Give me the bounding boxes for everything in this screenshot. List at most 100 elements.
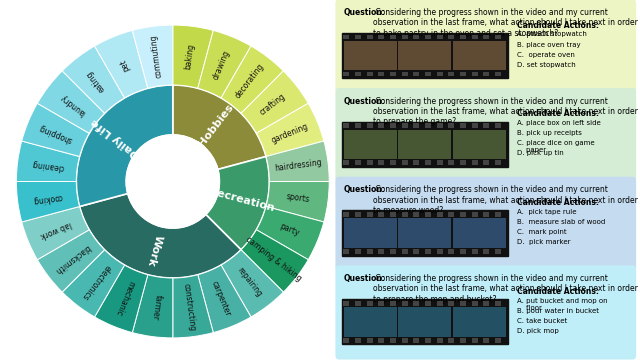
Wedge shape [173, 275, 213, 338]
FancyBboxPatch shape [355, 301, 361, 306]
FancyBboxPatch shape [453, 218, 506, 248]
FancyBboxPatch shape [355, 123, 361, 128]
Text: A. place box on left side: A. place box on left side [517, 120, 601, 126]
Text: drawing: drawing [211, 49, 231, 81]
FancyBboxPatch shape [436, 123, 443, 128]
FancyBboxPatch shape [472, 212, 477, 217]
Text: C.  operate oven: C. operate oven [517, 52, 575, 58]
Text: repairing: repairing [236, 265, 264, 298]
FancyBboxPatch shape [413, 249, 419, 254]
Wedge shape [173, 25, 213, 88]
FancyBboxPatch shape [344, 338, 349, 343]
Wedge shape [79, 193, 241, 278]
Text: commuting: commuting [149, 34, 164, 78]
Text: eating: eating [84, 69, 107, 94]
FancyBboxPatch shape [483, 249, 490, 254]
Text: pet: pet [118, 57, 131, 72]
FancyBboxPatch shape [460, 301, 466, 306]
Wedge shape [257, 103, 324, 156]
Text: Recreation: Recreation [208, 187, 276, 213]
Wedge shape [198, 265, 251, 333]
FancyBboxPatch shape [425, 123, 431, 128]
FancyBboxPatch shape [453, 307, 506, 337]
Text: Work: Work [145, 234, 163, 268]
Circle shape [126, 135, 220, 228]
FancyBboxPatch shape [453, 130, 506, 159]
Text: Considering the progress shown in the video and my current observation in the la: Considering the progress shown in the vi… [373, 274, 637, 304]
FancyBboxPatch shape [436, 72, 443, 76]
Wedge shape [62, 250, 125, 317]
FancyBboxPatch shape [378, 72, 385, 76]
FancyBboxPatch shape [402, 249, 408, 254]
FancyBboxPatch shape [344, 218, 397, 248]
FancyBboxPatch shape [355, 212, 361, 217]
FancyBboxPatch shape [460, 34, 466, 39]
FancyBboxPatch shape [335, 177, 636, 271]
FancyBboxPatch shape [402, 338, 408, 343]
FancyBboxPatch shape [378, 212, 385, 217]
Text: D. pick up tin: D. pick up tin [517, 150, 564, 156]
FancyBboxPatch shape [355, 249, 361, 254]
FancyBboxPatch shape [449, 34, 454, 39]
FancyBboxPatch shape [344, 130, 397, 159]
FancyBboxPatch shape [402, 34, 408, 39]
FancyBboxPatch shape [483, 34, 490, 39]
Text: A.  pick tape rule: A. pick tape rule [517, 209, 577, 215]
FancyBboxPatch shape [472, 249, 477, 254]
Wedge shape [22, 103, 89, 156]
Text: B. pick up receipts: B. pick up receipts [517, 130, 582, 136]
FancyBboxPatch shape [460, 72, 466, 76]
Text: shopping: shopping [38, 122, 74, 144]
FancyBboxPatch shape [344, 249, 349, 254]
FancyBboxPatch shape [425, 338, 431, 343]
FancyBboxPatch shape [460, 123, 466, 128]
FancyBboxPatch shape [390, 249, 396, 254]
Wedge shape [205, 156, 269, 250]
FancyBboxPatch shape [355, 72, 361, 76]
FancyBboxPatch shape [344, 123, 349, 128]
FancyBboxPatch shape [472, 338, 477, 343]
FancyBboxPatch shape [436, 301, 443, 306]
FancyBboxPatch shape [399, 130, 451, 159]
FancyBboxPatch shape [378, 249, 385, 254]
FancyBboxPatch shape [449, 338, 454, 343]
Text: B. pour water in bucket: B. pour water in bucket [517, 308, 599, 314]
FancyBboxPatch shape [390, 212, 396, 217]
Wedge shape [76, 85, 173, 207]
FancyBboxPatch shape [378, 301, 385, 306]
Text: sports: sports [285, 192, 310, 204]
FancyBboxPatch shape [367, 249, 372, 254]
Text: cooking: cooking [32, 192, 63, 204]
FancyBboxPatch shape [425, 249, 431, 254]
Text: A. attach stopwatch: A. attach stopwatch [517, 32, 587, 37]
FancyBboxPatch shape [335, 0, 636, 93]
Text: D. pick mop: D. pick mop [517, 328, 559, 334]
FancyBboxPatch shape [390, 301, 396, 306]
FancyBboxPatch shape [413, 301, 419, 306]
Text: A. put bucket and mop on
    floor: A. put bucket and mop on floor [517, 298, 608, 311]
Wedge shape [221, 46, 284, 113]
FancyBboxPatch shape [425, 34, 431, 39]
FancyBboxPatch shape [378, 34, 385, 39]
FancyBboxPatch shape [344, 72, 349, 76]
Text: constructing: constructing [182, 282, 197, 331]
FancyBboxPatch shape [367, 338, 372, 343]
FancyBboxPatch shape [483, 301, 490, 306]
FancyBboxPatch shape [355, 338, 361, 343]
FancyBboxPatch shape [425, 301, 431, 306]
Text: Question:: Question: [344, 97, 385, 106]
Text: baking: baking [183, 42, 195, 70]
FancyBboxPatch shape [495, 72, 501, 76]
FancyBboxPatch shape [355, 160, 361, 165]
FancyBboxPatch shape [483, 72, 490, 76]
Wedge shape [62, 46, 125, 113]
Text: gardening: gardening [270, 122, 309, 145]
Text: carpenter: carpenter [210, 279, 232, 317]
FancyBboxPatch shape [378, 338, 385, 343]
Wedge shape [132, 25, 173, 88]
Text: party: party [278, 222, 301, 238]
FancyBboxPatch shape [460, 212, 466, 217]
FancyBboxPatch shape [344, 41, 397, 70]
Text: Question:: Question: [344, 8, 385, 17]
FancyBboxPatch shape [342, 211, 508, 256]
